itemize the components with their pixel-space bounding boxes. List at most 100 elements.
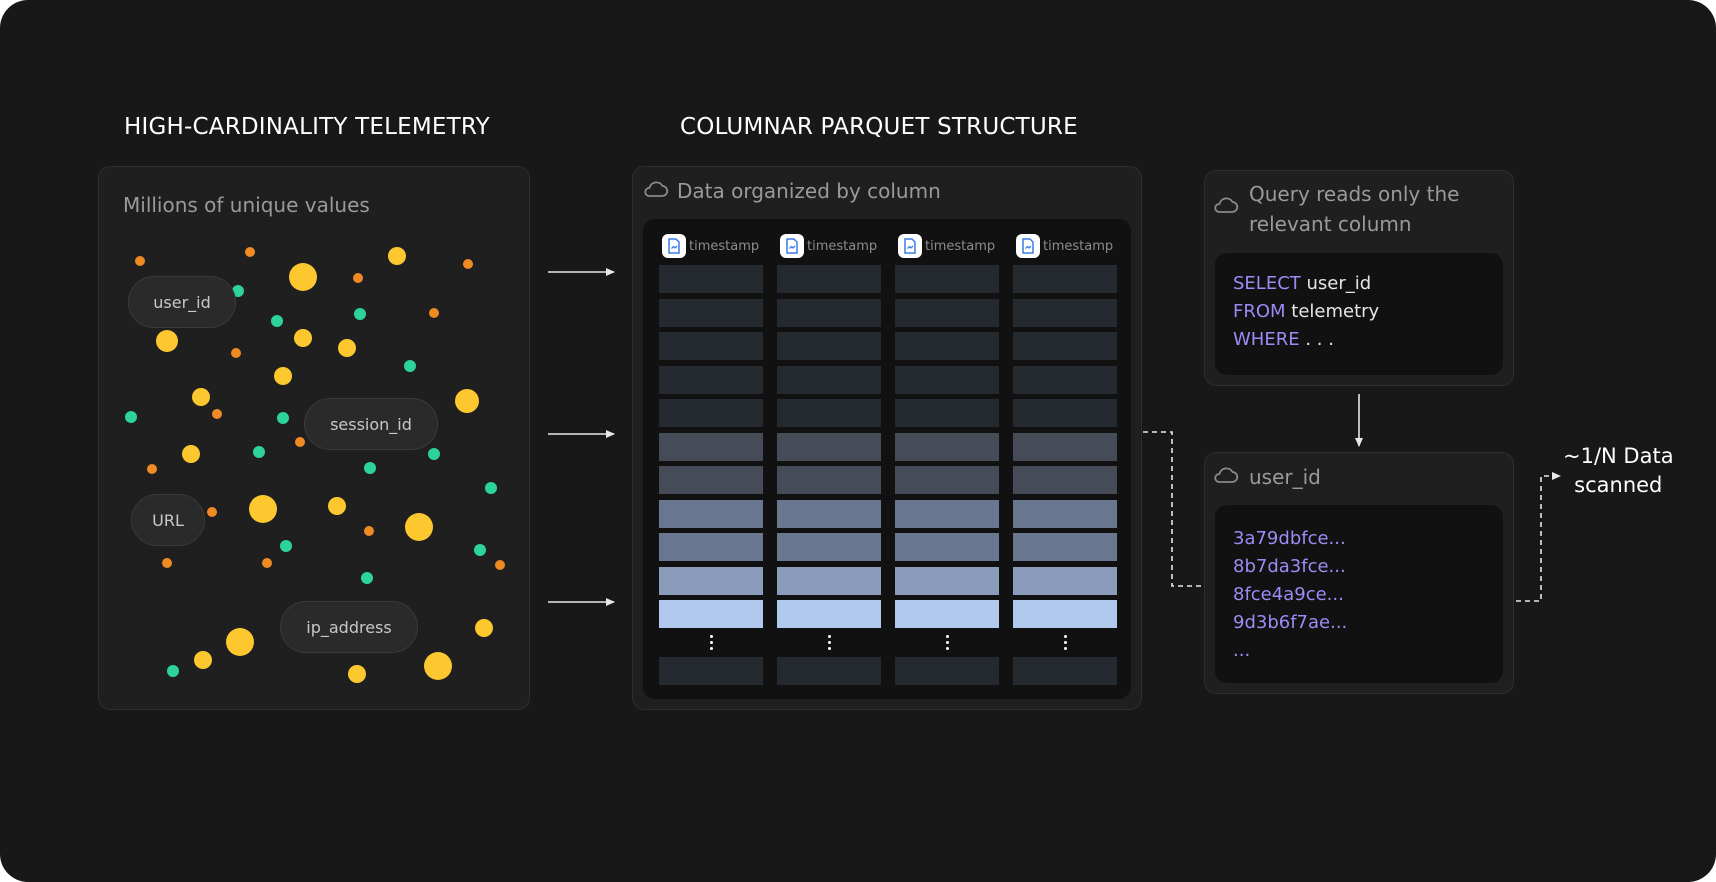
value-dot [388, 247, 406, 265]
sql-line-from: FROM telemetry [1233, 301, 1379, 322]
file-icon [780, 234, 804, 258]
sql-text: telemetry [1285, 301, 1380, 322]
column-cell [659, 432, 763, 461]
column-cell [659, 499, 763, 528]
value-dot [182, 445, 200, 463]
value-dot [463, 259, 473, 269]
column-header-2: timestamp [780, 234, 877, 258]
value-dot [455, 389, 479, 413]
value-dot [364, 462, 376, 474]
value-dot [147, 464, 157, 474]
column-header-1: timestamp [662, 234, 759, 258]
column-cell [895, 265, 999, 293]
column-cell [659, 399, 763, 427]
sql-keyword: WHERE [1233, 329, 1300, 350]
column-header-label: timestamp [925, 238, 996, 254]
value-dot [353, 273, 363, 283]
dashed-connector [1516, 472, 1561, 602]
column-cell [895, 365, 999, 394]
value-dot [194, 651, 212, 669]
column-cell [777, 298, 881, 327]
column-cell [777, 466, 881, 494]
field-pill-ip-address: ip_address [280, 601, 418, 653]
column-cell [777, 600, 881, 628]
column-value: 8b7da3fce... [1233, 556, 1346, 577]
column-cell [1013, 432, 1117, 461]
sql-line-select: SELECT user_id [1233, 273, 1371, 294]
value-dot [354, 308, 366, 320]
field-pill-session-id: session_id [304, 398, 438, 450]
column-cell [1013, 298, 1117, 327]
column-cell [895, 600, 999, 628]
value-dot [262, 558, 272, 568]
column-cell [1013, 365, 1117, 394]
more-rows-ellipsis [1064, 635, 1068, 653]
parquet-panel: Data organized by column timestamp times… [632, 166, 1142, 710]
column-header-label: timestamp [807, 238, 878, 254]
column-cell [777, 365, 881, 394]
sql-text: user_id [1300, 273, 1372, 294]
column-cell [895, 399, 999, 427]
column-cell [659, 298, 763, 327]
more-rows-ellipsis [946, 635, 950, 653]
column-cell [777, 499, 881, 528]
value-dot [245, 247, 255, 257]
column-cell [659, 533, 763, 561]
sql-line-where: WHERE . . . [1233, 329, 1334, 350]
sql-keyword: FROM [1233, 301, 1286, 322]
value-dot [125, 411, 137, 423]
result-label: ~1/N Data scanned [1563, 442, 1674, 500]
file-icon [1016, 234, 1040, 258]
sql-keyword: SELECT [1233, 273, 1301, 294]
file-icon [662, 234, 686, 258]
value-dot [212, 409, 222, 419]
value-dot [404, 360, 416, 372]
value-dot [277, 412, 289, 424]
column-result-title: user_id [1249, 465, 1321, 489]
column-cell [1013, 265, 1117, 293]
value-dot [231, 348, 241, 358]
value-dot [361, 572, 373, 584]
value-dot [424, 652, 452, 680]
column-cell [659, 365, 763, 394]
column-cell [777, 399, 881, 427]
column-cell [1013, 533, 1117, 561]
column-result-panel: user_id 3a79dbfce... 8b7da3fce... 8fce4a… [1204, 452, 1514, 694]
column-value: 3a79dbfce... [1233, 528, 1346, 549]
value-dot [253, 446, 265, 458]
column-header-3: timestamp [898, 234, 995, 258]
column-value: 9d3b6f7ae... [1233, 612, 1348, 633]
column-cell [659, 600, 763, 628]
column-cell [895, 533, 999, 561]
value-dot [364, 526, 374, 536]
column-cell [777, 657, 881, 685]
column-cell [659, 466, 763, 494]
column-cell [777, 533, 881, 561]
cloud-icon [1214, 467, 1239, 483]
column-cell [777, 265, 881, 293]
column-cell [1013, 466, 1117, 494]
value-dot [156, 330, 178, 352]
more-rows-ellipsis [828, 635, 832, 653]
heading-telemetry: HIGH-CARDINALITY TELEMETRY [124, 114, 490, 140]
query-panel-title-line2: relevant column [1249, 212, 1412, 236]
column-cell [659, 332, 763, 360]
sql-text: . . . [1299, 329, 1334, 350]
value-dot [295, 437, 305, 447]
dashed-connector [1143, 431, 1202, 587]
value-dot [135, 256, 145, 266]
value-dot [162, 558, 172, 568]
value-dot [338, 339, 356, 357]
value-dot [475, 619, 493, 637]
value-dot [405, 513, 433, 541]
column-cell [895, 499, 999, 528]
value-dot [428, 448, 440, 460]
column-cell [777, 566, 881, 595]
field-pill-url: URL [131, 494, 205, 546]
column-cell [777, 432, 881, 461]
column-cell [1013, 399, 1117, 427]
column-cell [659, 657, 763, 685]
value-dot [474, 544, 486, 556]
